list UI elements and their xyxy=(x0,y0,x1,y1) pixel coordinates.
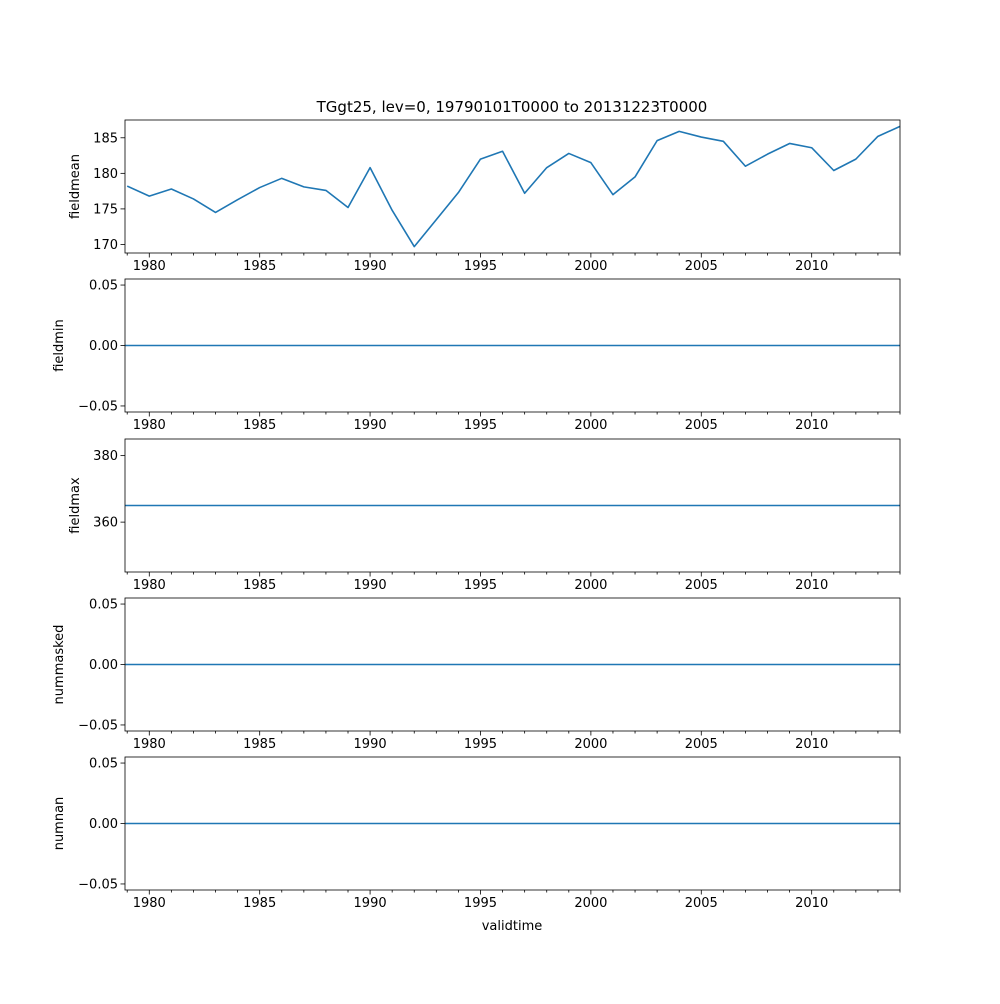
numnan-x-tick-label: 1995 xyxy=(464,896,497,911)
fieldmean-x-tick-label: 2010 xyxy=(795,259,828,274)
fieldmax-y-tick-label: 360 xyxy=(93,516,118,531)
fieldmin-x-tick-label: 1980 xyxy=(133,418,166,433)
x-axis-label: validtime xyxy=(482,919,543,934)
nummasked-x-tick-label: 1990 xyxy=(354,737,387,752)
fieldmax-y-axis-label: fieldmax xyxy=(68,477,83,534)
fieldmin-x-tick-label: 1985 xyxy=(243,418,276,433)
numnan-x-tick-label: 2000 xyxy=(574,896,607,911)
numnan-y-tick-label: 0.05 xyxy=(89,757,118,772)
nummasked-x-tick-label: 2005 xyxy=(685,737,718,752)
fieldmean-x-tick-label: 2000 xyxy=(574,259,607,274)
numnan-y-tick-label: 0.00 xyxy=(89,817,118,832)
numnan-x-tick-label: 2005 xyxy=(685,896,718,911)
fieldmean-x-tick-label: 1980 xyxy=(133,259,166,274)
fieldmin-x-tick-label: 1990 xyxy=(354,418,387,433)
subplot-fieldmean: 1980 1985 1990 1995 2000 2005 2010 170 175 180 185… xyxy=(68,119,901,274)
numnan-y-tick-label: −0.05 xyxy=(78,877,118,892)
nummasked-axes-frame xyxy=(124,597,901,732)
fieldmean-y-tick-label: 185 xyxy=(93,131,118,146)
subplot-fieldmin: 1980 1985 1990 1995 2000 2005 2010 −0.05 0.00 0.0… xyxy=(52,278,901,433)
fieldmin-y-axis-label: fieldmin xyxy=(52,319,67,372)
numnan-axes-frame xyxy=(124,756,901,891)
fieldmean-x-tick-label: 2005 xyxy=(685,259,718,274)
fieldmin-y-tick-label: 0.00 xyxy=(89,339,118,354)
fieldmin-x-tick-label: 2005 xyxy=(685,418,718,433)
nummasked-x-tick-label: 1980 xyxy=(133,737,166,752)
chart-title: TGgt25, lev=0, 19790101T0000 to 20131223… xyxy=(316,98,708,116)
fieldmax-x-tick-label: 1980 xyxy=(133,578,166,593)
fieldmin-axes-frame xyxy=(124,278,901,413)
subplot-fieldmax: 1980 1985 1990 1995 2000 2005 2010 360 380 fieldm… xyxy=(68,438,901,593)
fieldmean-axes-frame xyxy=(124,119,901,254)
numnan-x-tick-label: 1990 xyxy=(354,896,387,911)
numnan-x-tick-label: 1980 xyxy=(133,896,166,911)
fieldmax-x-tick-label: 2000 xyxy=(574,578,607,593)
fieldmean-y-axis-label: fieldmean xyxy=(68,154,83,219)
fieldmin-x-tick-label: 2010 xyxy=(795,418,828,433)
fieldmean-x-tick-label: 1990 xyxy=(354,259,387,274)
subplot-numnan: 1980 1985 1990 1995 2000 2005 2010 −0.05 0.00 0.0… xyxy=(52,756,901,911)
nummasked-y-tick-label: −0.05 xyxy=(78,718,118,733)
fieldmax-x-tick-label: 1995 xyxy=(464,578,497,593)
fieldmin-y-tick-label: 0.05 xyxy=(89,279,118,294)
subplot-nummasked: 1980 1985 1990 1995 2000 2005 2010 −0.05 0.00 0.0… xyxy=(52,597,901,752)
subplot-stack: 1980 1985 1990 1995 2000 2005 2010 170 175 180 185… xyxy=(52,119,901,911)
nummasked-x-tick-label: 2010 xyxy=(795,737,828,752)
fieldmax-x-tick-label: 1990 xyxy=(354,578,387,593)
fieldmax-x-tick-label: 2010 xyxy=(795,578,828,593)
fieldmean-x-tick-label: 1995 xyxy=(464,259,497,274)
numnan-x-tick-label: 1985 xyxy=(243,896,276,911)
fieldmean-series-line xyxy=(126,125,901,248)
numnan-x-tick-label: 2010 xyxy=(795,896,828,911)
nummasked-y-tick-label: 0.00 xyxy=(89,658,118,673)
fieldmax-x-tick-label: 1985 xyxy=(243,578,276,593)
numnan-y-axis-label: numnan xyxy=(52,797,67,851)
fieldmean-y-tick-label: 170 xyxy=(93,238,118,253)
nummasked-y-tick-label: 0.05 xyxy=(89,598,118,613)
nummasked-x-tick-label: 2000 xyxy=(574,737,607,752)
fieldmean-y-tick-label: 180 xyxy=(93,167,118,182)
fieldmean-x-tick-label: 1985 xyxy=(243,259,276,274)
fieldmin-x-tick-label: 2000 xyxy=(574,418,607,433)
nummasked-y-axis-label: nummasked xyxy=(52,625,67,705)
fieldmax-axes-frame xyxy=(124,438,901,573)
nummasked-x-tick-label: 1995 xyxy=(464,737,497,752)
fieldmean-y-tick-label: 175 xyxy=(93,202,118,217)
fieldmin-x-tick-label: 1995 xyxy=(464,418,497,433)
fieldmax-x-tick-label: 2005 xyxy=(685,578,718,593)
nummasked-x-tick-label: 1985 xyxy=(243,737,276,752)
fieldmin-y-tick-label: −0.05 xyxy=(78,399,118,414)
fieldmax-y-tick-label: 380 xyxy=(93,449,118,464)
